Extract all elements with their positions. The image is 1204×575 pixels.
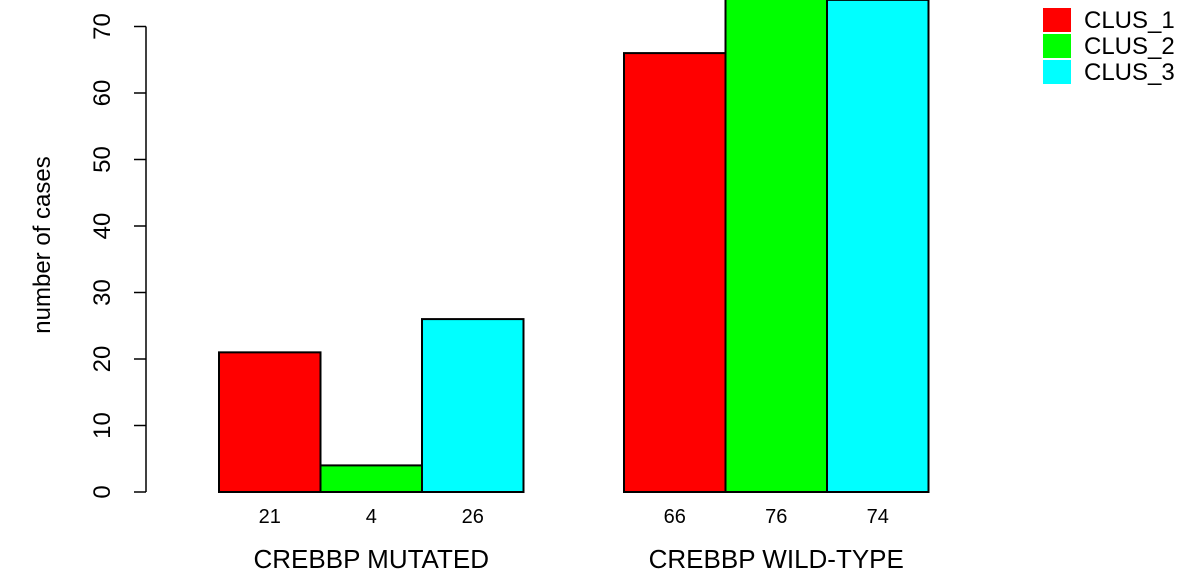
y-tick-label: 60 — [89, 80, 116, 107]
bar-value-label: 26 — [462, 506, 484, 528]
bar — [623, 52, 727, 493]
y-tick-label: 40 — [89, 213, 116, 240]
legend-swatch — [1043, 8, 1071, 32]
y-axis-label: number of cases — [29, 156, 56, 333]
bar — [826, 0, 930, 494]
legend-label: CLUS_1 — [1084, 7, 1175, 34]
bar-value-label: 66 — [664, 506, 686, 528]
bar — [218, 351, 322, 493]
y-tick-label: 20 — [89, 346, 116, 373]
bar — [421, 318, 525, 493]
legend-swatch — [1043, 60, 1071, 84]
data-labels: 21 4 26 66 76 74 — [259, 506, 889, 528]
legend-label: CLUS_2 — [1084, 33, 1175, 60]
y-tick-label: 50 — [89, 146, 116, 173]
bar-value-label: 21 — [259, 506, 281, 528]
bar — [724, 0, 828, 493]
bar — [319, 464, 423, 493]
group-labels: CREBBP MUTATED CREBBP WILD-TYPE — [254, 544, 904, 574]
group-label: CREBBP WILD-TYPE — [649, 544, 904, 574]
y-tick-label: 70 — [89, 13, 116, 40]
bars — [218, 0, 930, 494]
y-tick-label: 10 — [89, 412, 116, 439]
legend-label: CLUS_3 — [1084, 59, 1175, 86]
y-tick-label: 0 — [89, 485, 116, 498]
legend-swatch — [1043, 34, 1071, 58]
group-label: CREBBP MUTATED — [254, 544, 489, 574]
y-tick-label: 30 — [89, 279, 116, 306]
y-axis: 0 10 20 30 40 50 60 70 — [89, 13, 147, 499]
bar-value-label: 4 — [366, 506, 377, 528]
bar-value-label: 76 — [765, 506, 787, 528]
bar-value-label: 74 — [867, 506, 889, 528]
